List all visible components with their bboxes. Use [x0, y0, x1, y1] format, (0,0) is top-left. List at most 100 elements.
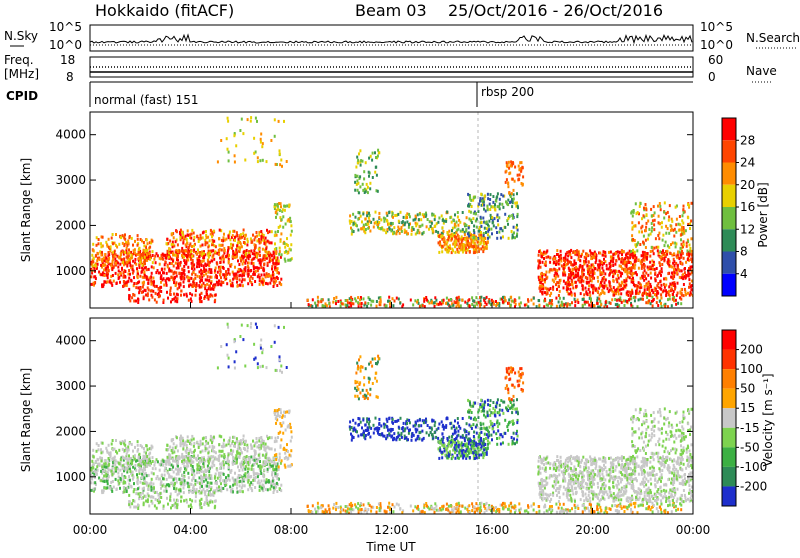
- power-cell: [158, 295, 160, 298]
- power-cell: [679, 251, 681, 254]
- power-cell: [683, 294, 685, 297]
- power-cell: [421, 224, 423, 227]
- power-cell: [511, 214, 513, 217]
- power-cell: [385, 304, 387, 307]
- power-cell: [190, 237, 192, 240]
- power-cell: [262, 142, 264, 145]
- power-cell: [201, 264, 203, 267]
- power-cell: [206, 241, 208, 244]
- power-cell: [356, 224, 358, 227]
- power-cell: [568, 276, 570, 279]
- power-cell: [624, 304, 626, 307]
- velocity-cell: [191, 468, 193, 471]
- power-cell: [347, 301, 349, 304]
- power-cell: [273, 255, 275, 258]
- velocity-cell: [180, 482, 182, 485]
- power-cell: [360, 215, 362, 218]
- power-cell: [99, 258, 101, 261]
- power-cell: [639, 205, 641, 208]
- power-cell: [634, 267, 636, 270]
- power-cell: [596, 302, 598, 305]
- power-cell: [260, 138, 262, 141]
- power-cell: [214, 250, 216, 253]
- power-cell: [604, 272, 606, 275]
- power-cell: [489, 300, 491, 303]
- power-cell: [679, 215, 681, 218]
- power-cell: [188, 299, 190, 302]
- power-cell: [376, 300, 378, 303]
- power-cell: [239, 274, 241, 277]
- power-cell: [653, 228, 655, 231]
- power-cell: [608, 268, 610, 271]
- power-cell: [250, 116, 252, 119]
- power-cell: [175, 240, 177, 243]
- power-cell: [291, 230, 293, 233]
- power-cell: [278, 253, 280, 256]
- velocity-cell: [259, 489, 261, 492]
- power-cell: [438, 303, 440, 306]
- power-cell: [274, 248, 276, 251]
- velocity-cell: [236, 487, 238, 490]
- power-cell: [237, 259, 239, 262]
- power-cell: [545, 262, 547, 265]
- power-cell: [90, 275, 92, 278]
- power-cell: [209, 285, 211, 288]
- power-cell: [508, 192, 510, 195]
- power-cell: [100, 273, 102, 276]
- velocity-cell: [130, 485, 132, 488]
- power-cell: [654, 289, 656, 292]
- power-cell: [378, 216, 380, 219]
- power-cell: [386, 212, 388, 215]
- power-cell: [450, 298, 452, 301]
- velocity-cell: [222, 487, 224, 490]
- power-cell: [221, 239, 223, 242]
- velocity-cell: [226, 488, 228, 491]
- power-cell: [466, 302, 468, 305]
- power-ylabel: Slant Range [km]: [19, 158, 33, 262]
- power-cell: [468, 210, 470, 213]
- power-cell: [681, 262, 683, 265]
- velocity-cell: [238, 474, 240, 477]
- power-cell: [362, 189, 364, 192]
- power-cell: [167, 297, 169, 300]
- power-cell: [540, 266, 542, 269]
- power-cell: [126, 284, 128, 287]
- power-cell: [256, 254, 258, 257]
- beam-title: Beam 03: [355, 1, 427, 20]
- power-cell: [127, 252, 129, 255]
- velocity-cell: [104, 459, 106, 462]
- power-cell: [134, 240, 136, 243]
- power-cell: [641, 217, 643, 220]
- power-cell: [275, 231, 277, 234]
- power-cell: [103, 257, 105, 260]
- velocity-cell: [197, 465, 199, 468]
- velocity-cell: [183, 471, 185, 474]
- power-cell: [458, 235, 460, 238]
- power-cell: [473, 300, 475, 303]
- power-cell: [163, 254, 165, 257]
- power-cell: [172, 298, 174, 301]
- power-cell: [128, 236, 130, 239]
- power-cell: [665, 232, 667, 235]
- power-cell: [513, 193, 515, 196]
- power-cell: [468, 226, 470, 229]
- power-cell: [102, 236, 104, 239]
- power-cell: [615, 303, 617, 306]
- power-cell: [582, 250, 584, 253]
- power-cell: [196, 265, 198, 268]
- power-cell: [159, 271, 161, 274]
- power-cell: [196, 235, 198, 238]
- power-cell: [635, 256, 637, 259]
- power-cell: [350, 299, 352, 302]
- velocity-cell: [153, 464, 155, 467]
- power-cell: [176, 267, 178, 270]
- power-cell: [482, 217, 484, 220]
- velocity-cell: [272, 468, 274, 471]
- power-cell: [229, 279, 231, 282]
- power-cell: [267, 240, 269, 243]
- power-cell: [274, 135, 276, 138]
- power-cell: [461, 245, 463, 248]
- power-cell: [548, 302, 550, 305]
- power-cell: [687, 292, 689, 295]
- power-cell: [253, 238, 255, 241]
